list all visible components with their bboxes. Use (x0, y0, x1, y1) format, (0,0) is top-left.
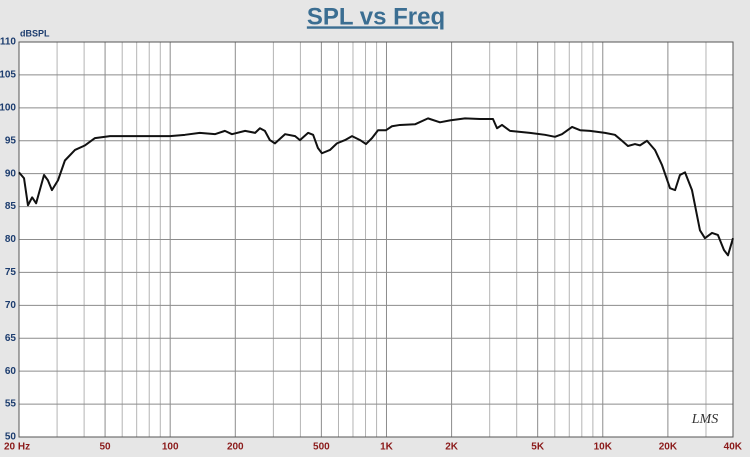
x-tick-label: 10K (594, 442, 613, 453)
x-tick-label: 200 (227, 442, 244, 453)
y-tick-label: 100 (0, 102, 16, 113)
watermark: LMS (691, 412, 718, 427)
x-tick-label: 500 (313, 442, 330, 453)
y-tick-label: 85 (5, 201, 17, 212)
y-tick-label: 95 (5, 135, 17, 146)
y-axis-label: dBSPL (20, 28, 50, 38)
y-tick-label: 110 (0, 37, 16, 48)
y-tick-label: 70 (5, 300, 17, 311)
x-tick-label: 100 (162, 442, 179, 453)
x-tick-label: 5K (531, 442, 545, 453)
y-tick-label: 65 (5, 333, 17, 344)
chart-title: SPL vs Freq (307, 3, 445, 30)
y-tick-label: 105 (0, 70, 16, 81)
y-tick-label: 55 (5, 399, 17, 410)
y-tick-label: 50 (5, 432, 17, 443)
x-tick-label: 40K (724, 442, 743, 453)
x-tick-label: 50 (100, 442, 112, 453)
y-tick-label: 60 (5, 366, 17, 377)
x-tick-label: 20K (659, 442, 678, 453)
y-tick-label: 75 (5, 267, 17, 278)
y-tick-label: 90 (5, 168, 17, 179)
x-tick-label: 1K (380, 442, 394, 453)
y-tick-label: 80 (5, 234, 17, 245)
response-line (18, 117, 734, 257)
x-tick-label: 20 Hz (4, 442, 30, 453)
x-tick-label: 2K (445, 442, 459, 453)
